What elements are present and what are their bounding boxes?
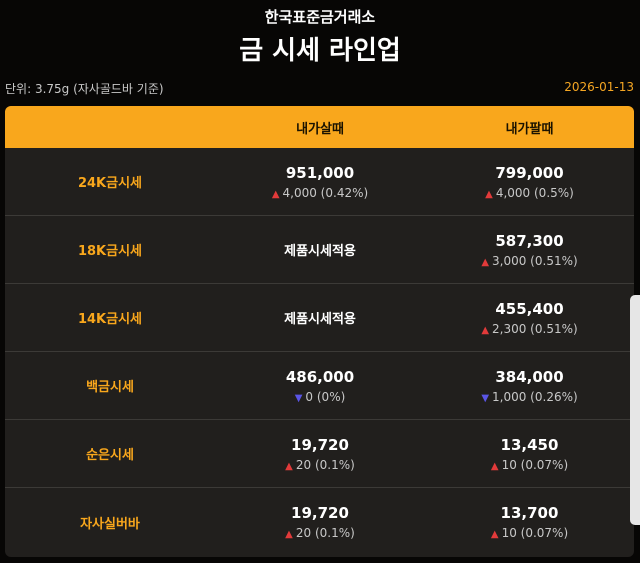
change-text: 4,000 (0.5%) bbox=[495, 185, 574, 200]
price-change: ▲ 10 (0.07%) bbox=[425, 458, 634, 472]
sell-price-cell: 455,400 ▲ 2,300 (0.51%) bbox=[425, 300, 634, 336]
column-header-sell: 내가팔때 bbox=[505, 121, 554, 137]
buy-price-cell: 19,720 ▲ 20 (0.1%) bbox=[215, 436, 425, 472]
table-row: 14K금시세 제품시세적용 455,400 ▲ 2,300 (0.51%) bbox=[5, 284, 634, 352]
row-label: 자사실버바 bbox=[80, 516, 140, 532]
price-value: 951,000 bbox=[285, 163, 355, 182]
row-label: 24K금시세 bbox=[77, 176, 143, 191]
price-value: 587,300 bbox=[495, 231, 564, 250]
table-row: 순은시세 19,720 ▲ 20 (0.1%) 13,450 ▲ 10 (0.07%) bbox=[5, 420, 634, 488]
triangle-up-icon: ▲ bbox=[490, 529, 499, 540]
change-text: 0 (0%) bbox=[305, 389, 346, 404]
price-value: 455,400 bbox=[495, 299, 564, 318]
change-text: 3,000 (0.51%) bbox=[492, 253, 578, 268]
row-label: 14K금시세 bbox=[77, 312, 143, 327]
price-change: ▲ 4,000 (0.42%) bbox=[215, 186, 425, 200]
table-row: 자사실버바 19,720 ▲ 20 (0.1%) 13,700 ▲ 10 (0.07%) bbox=[5, 488, 634, 556]
sell-price-cell: 799,000 ▲ 4,000 (0.5%) bbox=[425, 164, 634, 200]
triangle-up-icon: ▲ bbox=[490, 460, 499, 472]
price-value: 19,720 bbox=[291, 504, 349, 522]
triangle-up-icon: ▲ bbox=[481, 256, 490, 268]
price-value: 13,700 bbox=[500, 504, 559, 522]
unit-note: 단위: 3.75g (자사골드바 기준) bbox=[5, 82, 164, 96]
row-label: 순은시세 bbox=[86, 448, 134, 463]
change-text: 20 (0.1%) bbox=[295, 526, 355, 540]
change-text: 10 (0.07%) bbox=[501, 457, 569, 472]
price-change: ▲ 10 (0.07%) bbox=[425, 526, 634, 540]
sell-price-cell: 384,000 ▼ 1,000 (0.26%) bbox=[425, 368, 634, 404]
price-date: 2026-01-13 bbox=[564, 80, 634, 94]
price-note: 제품시세적용 bbox=[284, 244, 356, 259]
scrollbar[interactable] bbox=[630, 295, 640, 525]
change-text: 2,300 (0.51%) bbox=[492, 321, 578, 336]
triangle-up-icon: ▲ bbox=[285, 460, 293, 472]
sell-price-cell: 13,700 ▲ 10 (0.07%) bbox=[425, 504, 634, 540]
table-row: 백금시세 486,000 ▼ 0 (0%) 384,000 ▼ 1,000 (0.26%… bbox=[5, 352, 634, 420]
table-row: 18K금시세 제품시세적용 587,300 ▲ 3,000 (0.51%) bbox=[5, 216, 634, 284]
price-change: ▲ 4,000 (0.5%) bbox=[425, 186, 634, 200]
triangle-down-icon: ▼ bbox=[481, 392, 490, 404]
price-change: ▲ 20 (0.1%) bbox=[215, 526, 425, 540]
triangle-up-icon: ▲ bbox=[481, 324, 490, 336]
change-text: 4,000 (0.42%) bbox=[282, 185, 369, 200]
price-value: 486,000 bbox=[285, 367, 355, 386]
page-title: 금 시세 라인업 bbox=[239, 36, 401, 66]
buy-price-cell: 제품시세적용 bbox=[215, 308, 425, 327]
price-value: 799,000 bbox=[495, 163, 564, 182]
price-value: 384,000 bbox=[495, 367, 564, 386]
price-change: ▼ 1,000 (0.26%) bbox=[425, 390, 634, 404]
triangle-up-icon: ▲ bbox=[271, 188, 280, 200]
buy-price-cell: 19,720 ▲ 20 (0.1%) bbox=[215, 504, 425, 540]
row-label: 18K금시세 bbox=[77, 244, 143, 259]
buy-price-cell: 486,000 ▼ 0 (0%) bbox=[215, 368, 425, 404]
price-value: 13,450 bbox=[500, 435, 559, 454]
table-header: 내가살때 내가팔때 bbox=[5, 106, 634, 148]
table-row: 24K금시세 951,000 ▲ 4,000 (0.42%) 799,000 ▲ 4,0… bbox=[5, 148, 634, 216]
price-change: ▼ 0 (0%) bbox=[215, 390, 425, 404]
price-change: ▲ 3,000 (0.51%) bbox=[425, 254, 634, 268]
price-note: 제품시세적용 bbox=[284, 312, 356, 327]
row-label: 백금시세 bbox=[86, 380, 134, 395]
column-header-buy: 내가살때 bbox=[296, 121, 344, 137]
triangle-up-icon: ▲ bbox=[485, 188, 493, 200]
price-change: ▲ 20 (0.1%) bbox=[215, 458, 425, 472]
price-change: ▲ 2,300 (0.51%) bbox=[425, 322, 634, 336]
change-text: 10 (0.07%) bbox=[501, 526, 569, 540]
triangle-up-icon: ▲ bbox=[285, 529, 293, 540]
price-value: 19,720 bbox=[291, 435, 349, 454]
buy-price-cell: 951,000 ▲ 4,000 (0.42%) bbox=[215, 164, 425, 200]
change-text: 20 (0.1%) bbox=[295, 457, 355, 472]
price-table: 내가살때 내가팔때 24K금시세 951,000 ▲ 4,000 (0.42%) 79… bbox=[5, 106, 634, 557]
sell-price-cell: 587,300 ▲ 3,000 (0.51%) bbox=[425, 232, 634, 268]
buy-price-cell: 제품시세적용 bbox=[215, 240, 425, 259]
sell-price-cell: 13,450 ▲ 10 (0.07%) bbox=[425, 436, 634, 472]
company-name: 한국표준금거래소 bbox=[264, 8, 376, 26]
triangle-down-icon: ▼ bbox=[294, 392, 303, 404]
change-text: 1,000 (0.26%) bbox=[492, 389, 578, 404]
